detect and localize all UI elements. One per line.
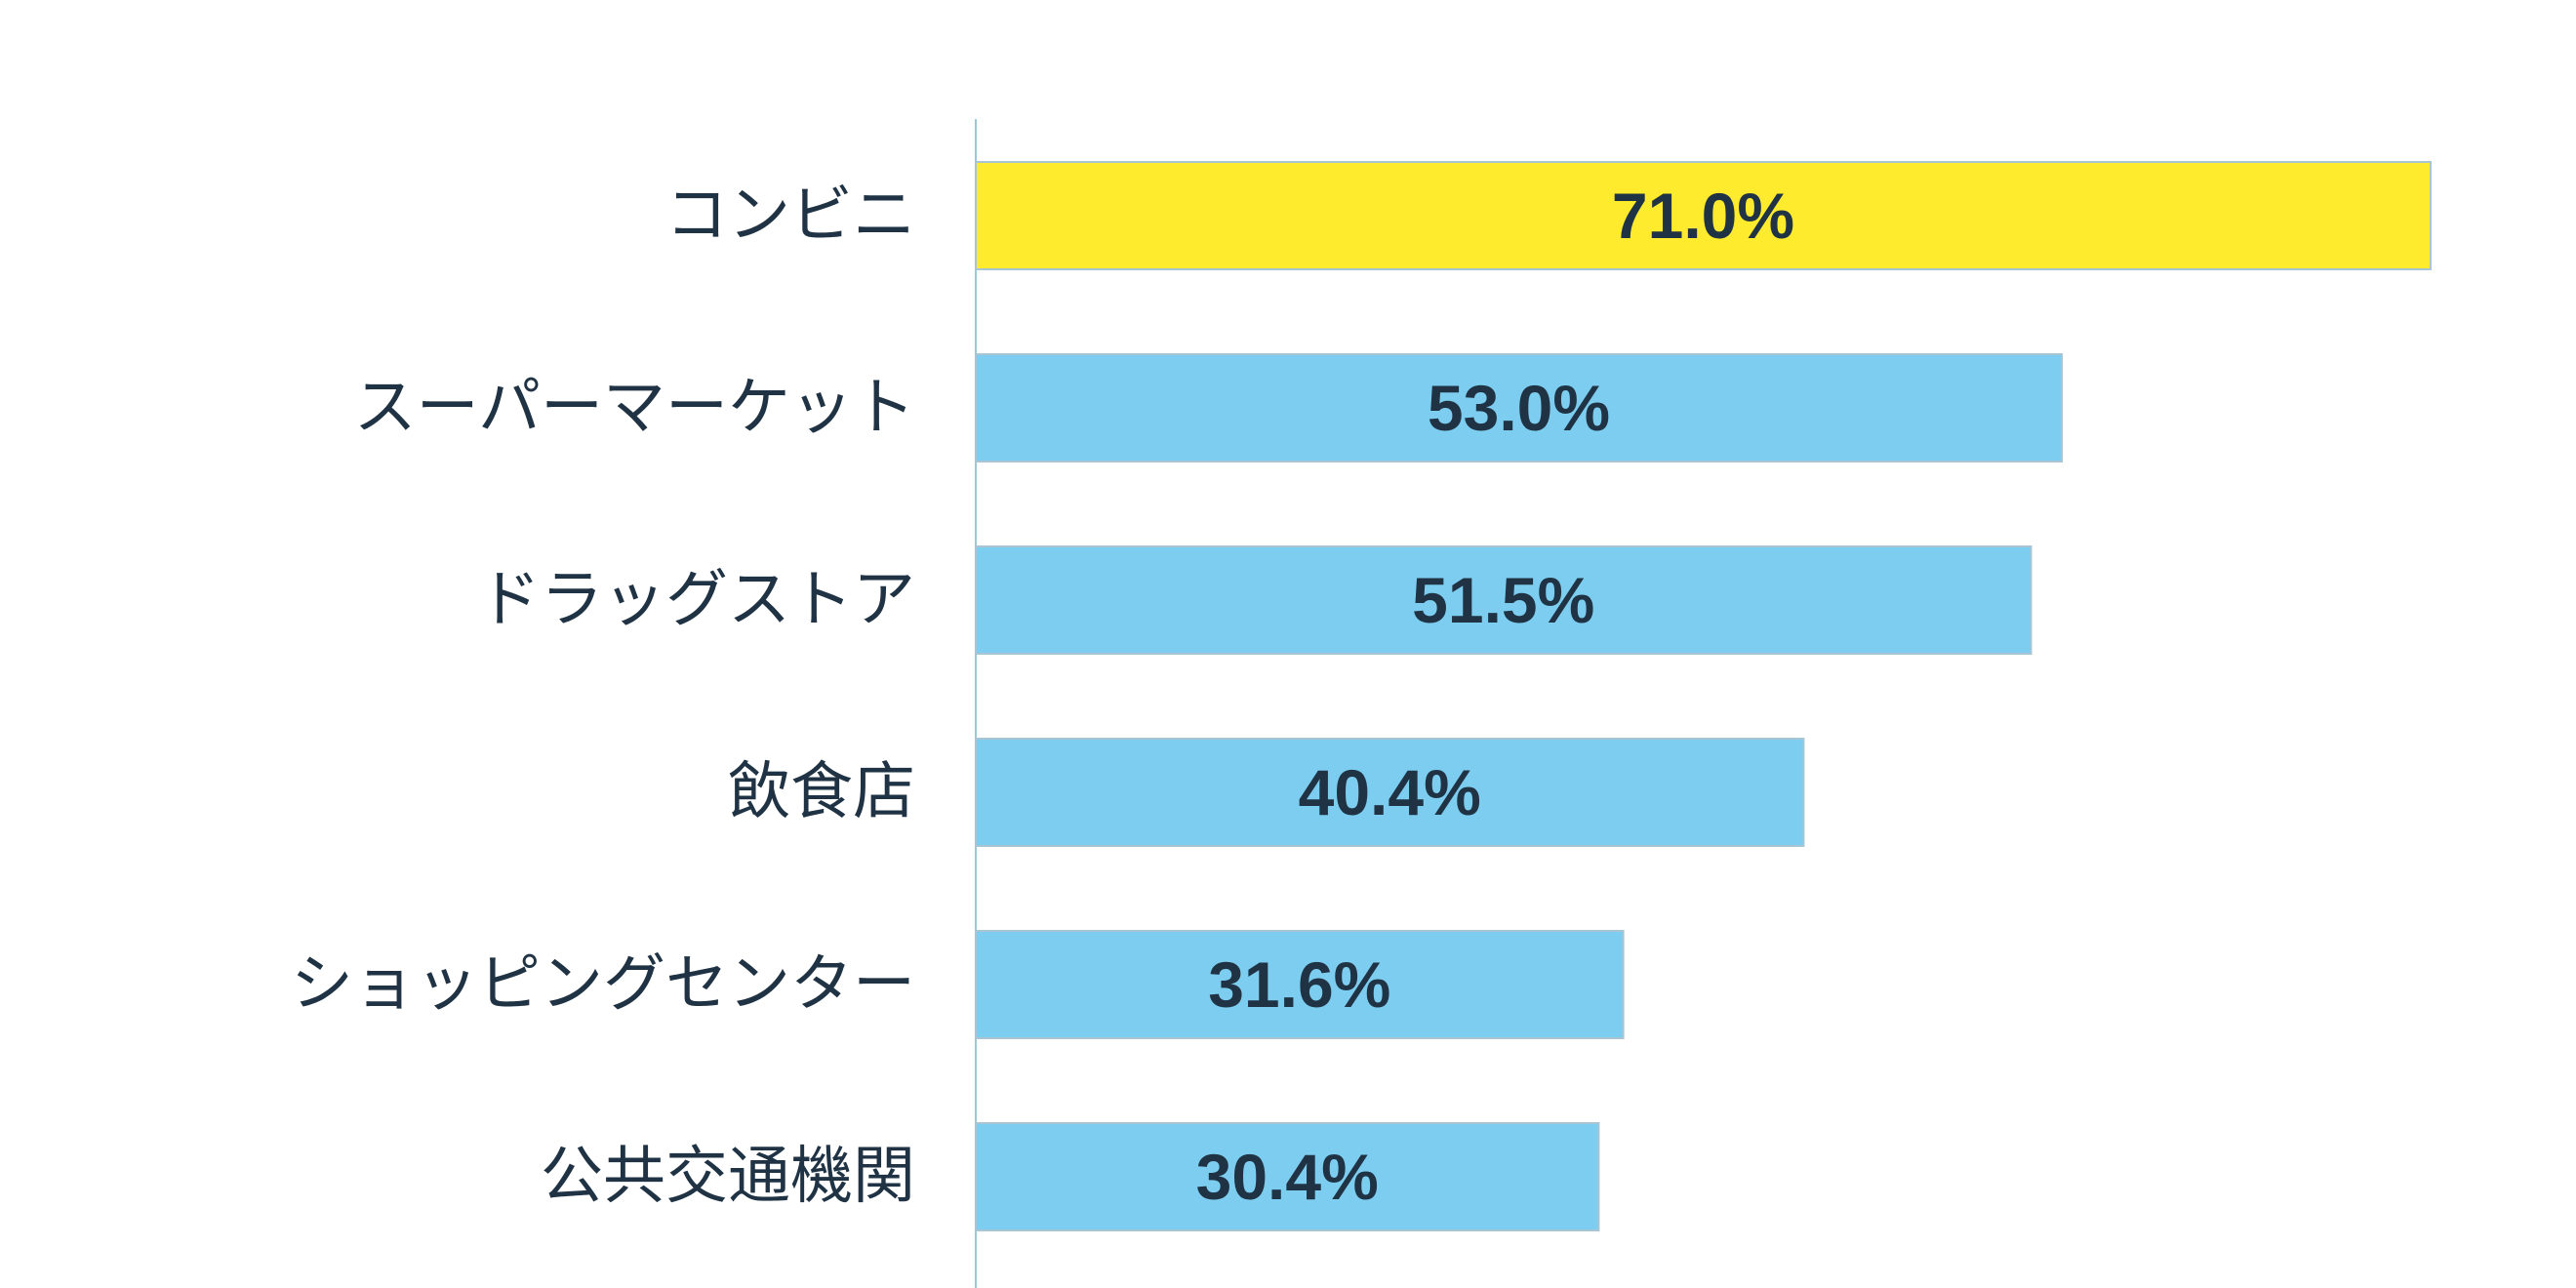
- value-label-5: 31.6%: [1208, 948, 1390, 1021]
- value-label-6: 30.4%: [1196, 1141, 1379, 1213]
- category-label-4: 飲食店: [728, 756, 915, 828]
- value-label-1: 71.0%: [1612, 180, 1794, 252]
- value-labels-group: 71.0% 53.0% 51.5% 40.4% 31.6% 30.4%: [1196, 180, 1794, 1213]
- bar-3: [975, 545, 2033, 655]
- bars-group: [975, 161, 2432, 1231]
- bar-5: [975, 930, 1625, 1039]
- bar-2: [975, 353, 2063, 463]
- category-label-6: 公共交通機関: [541, 1141, 915, 1213]
- value-label-3: 51.5%: [1412, 564, 1594, 636]
- bar-1: [975, 161, 2432, 270]
- category-label-5: ショッピングセンター: [291, 948, 915, 1021]
- category-label-1: コンビニ: [665, 180, 915, 252]
- bar-4: [975, 738, 1805, 847]
- category-label-3: ドラッグストア: [478, 564, 915, 636]
- value-label-4: 40.4%: [1299, 756, 1481, 828]
- value-label-2: 53.0%: [1428, 372, 1610, 444]
- category-label-2: スーパーマーケット: [354, 372, 915, 444]
- bar-6: [975, 1122, 1600, 1231]
